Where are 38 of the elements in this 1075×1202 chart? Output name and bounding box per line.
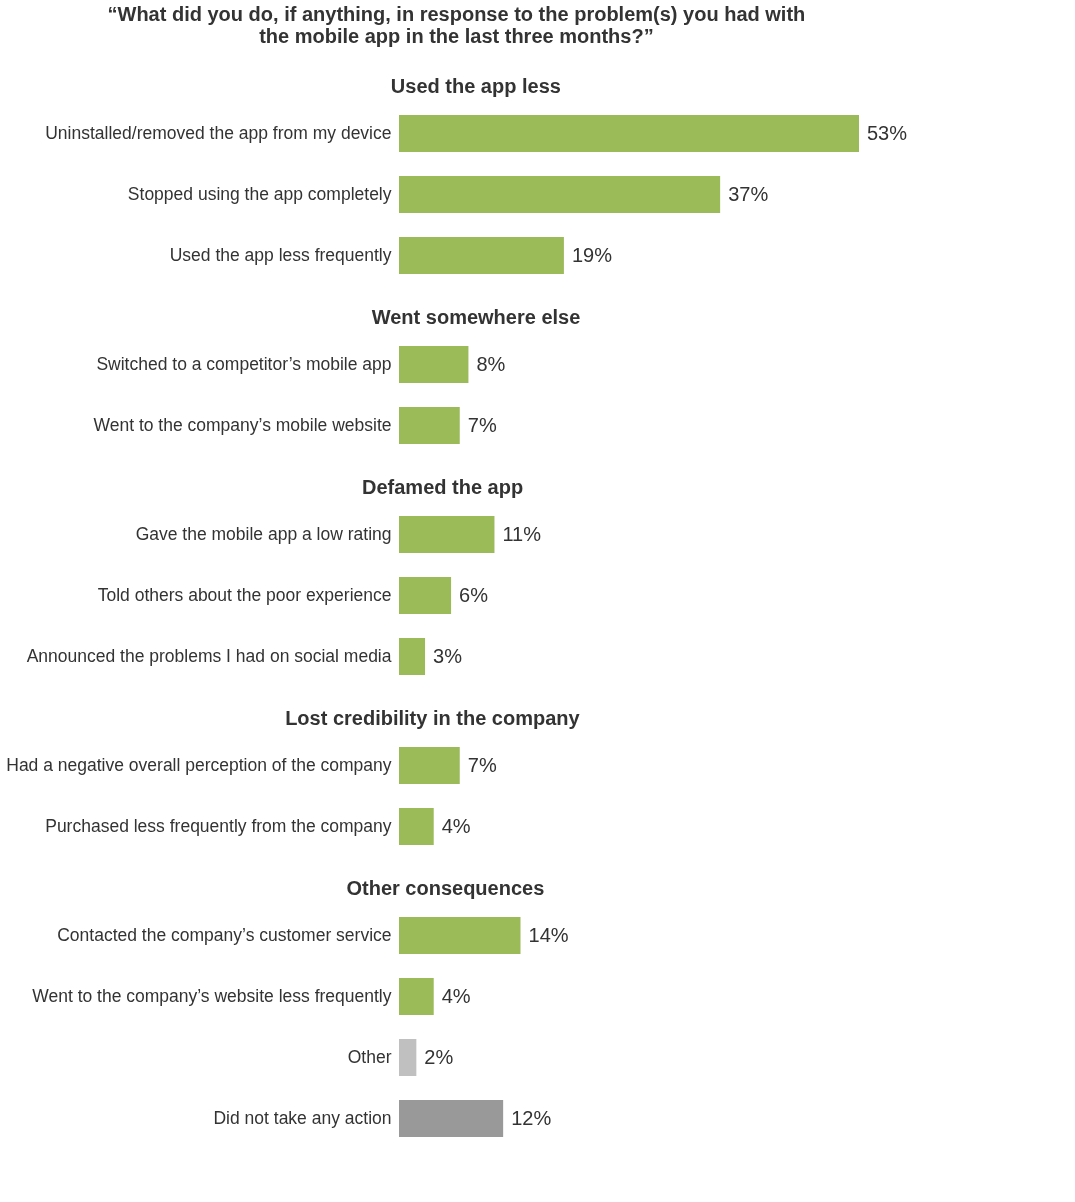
chart-title: “What did you do, if anything, in response to the problem(s) you had with the mobile app in the last three months?” <box>107 3 806 47</box>
y-tick-label: Went to the company’s website less frequently <box>32 985 392 1006</box>
data-label: 37% <box>728 182 769 205</box>
y-tick-label: Told others about the poor experience <box>97 584 392 605</box>
y-tick-label: Purchased less frequently from the company <box>45 815 392 836</box>
data-label: 3% <box>433 644 463 667</box>
data-label: 2% <box>424 1045 454 1068</box>
y-tick-label: Switched to a competitor’s mobile app <box>96 353 392 374</box>
y-tick-label: Went to the company’s mobile website <box>93 414 392 435</box>
y-tick-label: Gave the mobile app a low rating <box>135 523 392 544</box>
data-label: 12% <box>511 1106 552 1129</box>
data-label: 14% <box>528 923 569 946</box>
data-label: 7% <box>467 753 497 776</box>
y-tick-label: Stopped using the app completely <box>127 183 392 204</box>
data-label: 19% <box>571 243 613 266</box>
data-label: 8% <box>476 352 506 375</box>
y-tick-label: Contacted the company’s customer service <box>57 924 392 945</box>
y-tick-label: Did not take any action <box>213 1107 392 1128</box>
chart-title: Other consequences <box>346 877 545 899</box>
y-tick-label: Announced the problems I had on social media <box>26 645 392 666</box>
y-tick-label: Uninstalled/removed the app from my device <box>45 122 392 143</box>
bar <box>399 978 434 1015</box>
y-tick-label: Used the app less frequently <box>169 244 392 265</box>
data-label: 7% <box>467 413 497 436</box>
data-label: 53% <box>867 121 908 144</box>
bar <box>399 1039 417 1076</box>
bar <box>399 917 521 954</box>
chart-subtitle: Used the app less <box>390 75 561 97</box>
chart-title: Went somewhere else <box>371 306 581 328</box>
data-label: 6% <box>459 583 489 606</box>
y-tick-label: Had a negative overall perception of the company <box>6 754 392 775</box>
y-tick-label: Other <box>347 1046 392 1067</box>
data-label: 4% <box>441 984 471 1007</box>
data-label: 4% <box>441 814 471 837</box>
chart-title: Lost credibility in the company <box>285 707 581 729</box>
bar <box>399 1100 504 1137</box>
data-label: 11% <box>502 522 542 545</box>
chart-title: Defamed the app <box>362 476 524 498</box>
